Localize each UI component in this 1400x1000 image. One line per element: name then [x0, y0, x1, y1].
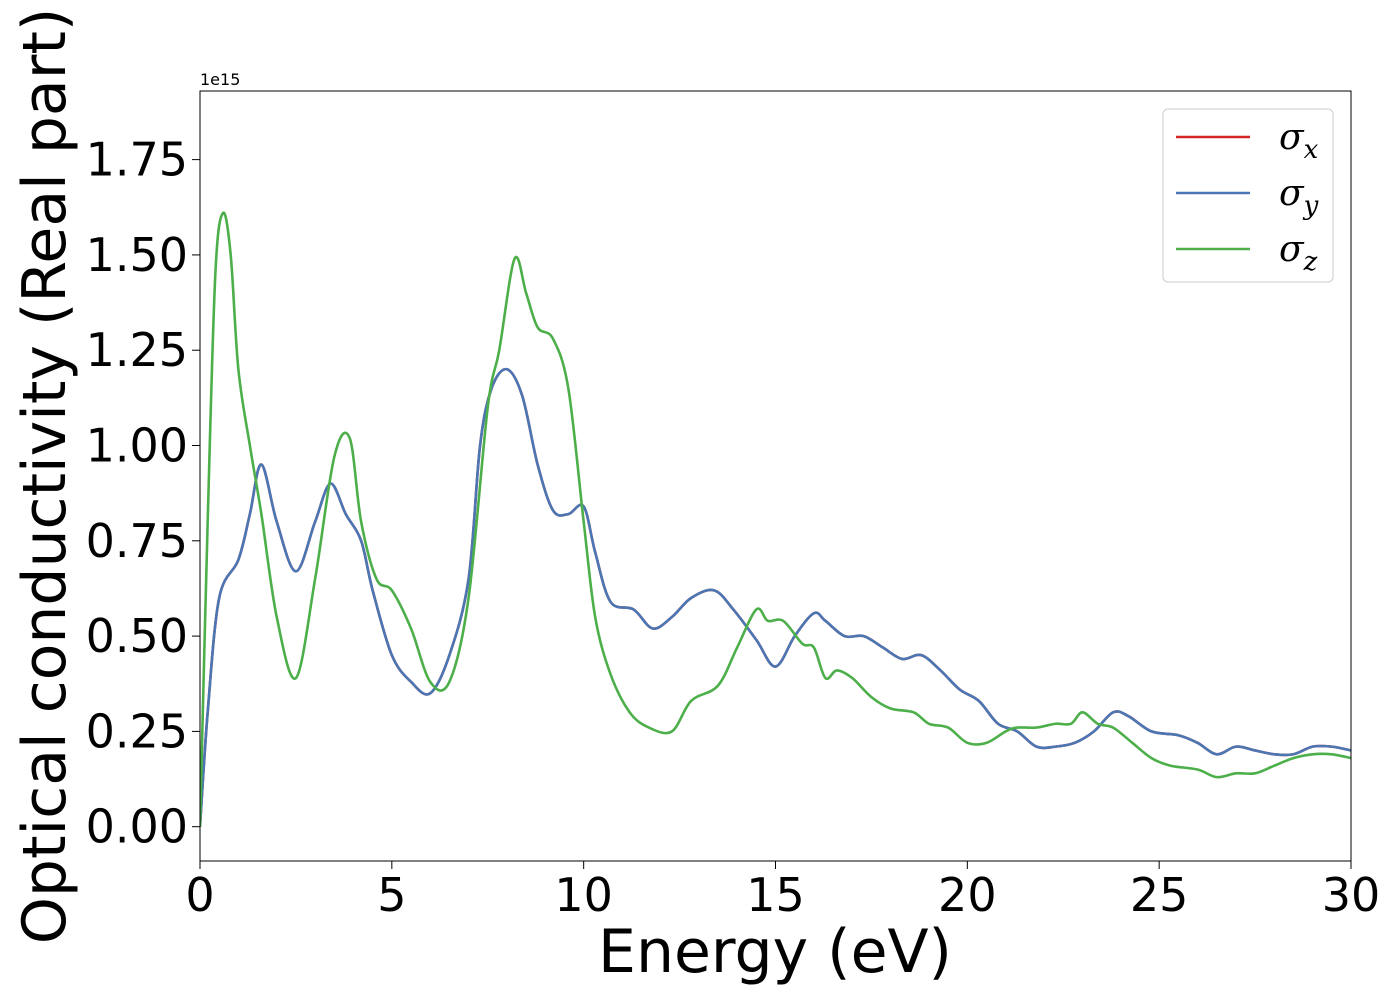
y-tick-label: 0.50: [86, 609, 188, 663]
y-tick-label: 1.50: [86, 228, 188, 282]
x-axis-title: Energy (eV): [598, 917, 952, 987]
series-layer: [200, 211, 1351, 827]
x-tick-label: 30: [1322, 868, 1381, 922]
y-tick-label: 0.25: [86, 704, 188, 758]
x-tick-label: 0: [185, 868, 214, 922]
y-tick-label: 1.25: [86, 323, 188, 377]
y-tick-label: 0.00: [86, 800, 188, 854]
y-tick-label: 0.75: [86, 514, 188, 568]
legend-label: σz: [1279, 229, 1318, 277]
legend-label: σy: [1279, 173, 1319, 221]
x-tick-label: 10: [554, 868, 613, 922]
x-tick-label: 15: [746, 868, 805, 922]
x-tick-label: 5: [377, 868, 406, 922]
y-tick-label: 1.75: [86, 133, 188, 187]
x-tick-label: 25: [1130, 868, 1189, 922]
x-tick-label: 20: [938, 868, 997, 922]
series-line-sigma-z: [200, 211, 1351, 827]
y-tick-label: 1.00: [86, 419, 188, 473]
y-axis: 0.00 0.25 0.50 0.75 1.00 1.25 1.50 1.75: [86, 133, 200, 854]
y-offset-text: 1e15: [200, 70, 240, 89]
y-axis-title: Optical conductivity (Real part): [10, 8, 80, 945]
legend-label: σx: [1279, 117, 1319, 165]
legend-frame: [1162, 108, 1334, 283]
series-line-sigma-y: [200, 367, 1351, 827]
legend: σx σy σz: [1162, 108, 1334, 283]
x-axis: 0 5 10 15 20 25 30: [185, 861, 1380, 922]
